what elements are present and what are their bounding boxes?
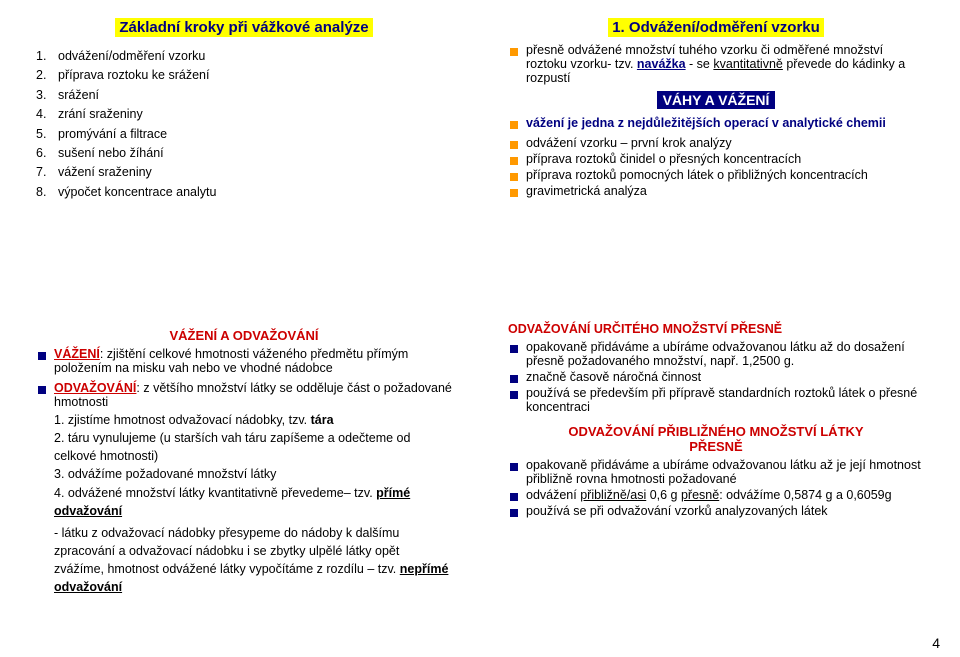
- list-item: přesně odvážené množství tuhého vzorku č…: [508, 43, 924, 85]
- list-item: 1.odvážení/odměření vzorku: [36, 47, 452, 66]
- list-item: příprava roztoků pomocných látek o přibl…: [508, 168, 924, 182]
- bullet-icon: [510, 391, 518, 399]
- section-heading: ODVAŽOVÁNÍ PŘIBLIŽNÉHO MNOŽSTVÍ LÁTKY PŘ…: [508, 424, 924, 454]
- list-item: používá se při odvažování vzorků analyzo…: [508, 504, 924, 518]
- list-item: odvážení vzorku – první krok analýzy: [508, 136, 924, 150]
- list-item: 8.výpočet koncentrace analytu: [36, 183, 452, 202]
- bullet-icon: [510, 157, 518, 165]
- list-item: příprava roztoků činidel o přesných konc…: [508, 152, 924, 166]
- bullet-icon: [510, 345, 518, 353]
- list-item: 6.sušení nebo žíhání: [36, 144, 452, 163]
- bullet-icon: [510, 493, 518, 501]
- panel-top-left: Základní kroky při vážkové analýze 1.odv…: [28, 12, 460, 292]
- list-item: 7.vážení sraženiny: [36, 163, 452, 182]
- list-item: používá se především při přípravě standa…: [508, 386, 924, 414]
- page-number: 4: [932, 635, 940, 651]
- list-item: gravimetrická analýza: [508, 184, 924, 198]
- step-item: 2. táru vynulujeme (u starších vah táru …: [54, 429, 452, 465]
- ordered-list: 1.odvážení/odměření vzorku 2.příprava ro…: [36, 47, 452, 202]
- bullet-icon: [510, 48, 518, 56]
- bullet-icon: [510, 121, 518, 129]
- panel-title: Základní kroky při vážkové analýze: [115, 18, 372, 37]
- bullet-icon: [510, 189, 518, 197]
- bullet-icon: [510, 173, 518, 181]
- step-item: 1. zjistíme hmotnost odvažovací nádobky,…: [54, 411, 452, 429]
- bullet-icon: [38, 386, 46, 394]
- list-item: opakovaně přidáváme a ubíráme odvažovano…: [508, 340, 924, 368]
- list-item: značně časově náročná činnost: [508, 370, 924, 384]
- step-item: 3. odvážíme požadované množství látky: [54, 465, 452, 483]
- panel-bottom-right: ODVAŽOVÁNÍ URČITÉHO MNOŽSTVÍ PŘESNĚ opak…: [500, 316, 932, 626]
- section-heading: ODVAŽOVÁNÍ URČITÉHO MNOŽSTVÍ PŘESNĚ: [508, 322, 924, 336]
- bullet-icon: [510, 463, 518, 471]
- list-item: VÁŽENÍ: zjištění celkové hmotnosti vážen…: [36, 347, 452, 375]
- panel-bottom-left: VÁŽENÍ A ODVAŽOVÁNÍ VÁŽENÍ: zjištění cel…: [28, 316, 460, 626]
- bullet-icon: [510, 375, 518, 383]
- list-item: 2.příprava roztoku ke srážení: [36, 66, 452, 85]
- list-item: 3.srážení: [36, 86, 452, 105]
- list-item: opakovaně přidáváme a ubíráme odvažovano…: [508, 458, 924, 486]
- bullet-icon: [510, 509, 518, 517]
- list-item: vážení je jedna z nejdůležitějších opera…: [508, 116, 924, 130]
- list-item: 4.zrání sraženiny: [36, 105, 452, 124]
- list-item: ODVAŽOVÁNÍ: z většího množství látky se …: [36, 381, 452, 409]
- list-item: odvážení přibližně/asi 0,6 g přesně: odv…: [508, 488, 924, 502]
- bullet-icon: [38, 352, 46, 360]
- list-item: 5.promývání a filtrace: [36, 125, 452, 144]
- panel-title: 1. Odvážení/odměření vzorku: [608, 18, 824, 37]
- step-item: 4. odvážené množství látky kvantitativně…: [54, 484, 452, 520]
- panel-top-right: 1. Odvážení/odměření vzorku přesně odváž…: [500, 12, 932, 292]
- section-heading: VÁHY A VÁŽENÍ: [657, 91, 776, 109]
- bullet-icon: [510, 141, 518, 149]
- panel-title: VÁŽENÍ A ODVAŽOVÁNÍ: [36, 328, 452, 343]
- paragraph: - látku z odvažovací nádobky přesypeme d…: [54, 524, 452, 597]
